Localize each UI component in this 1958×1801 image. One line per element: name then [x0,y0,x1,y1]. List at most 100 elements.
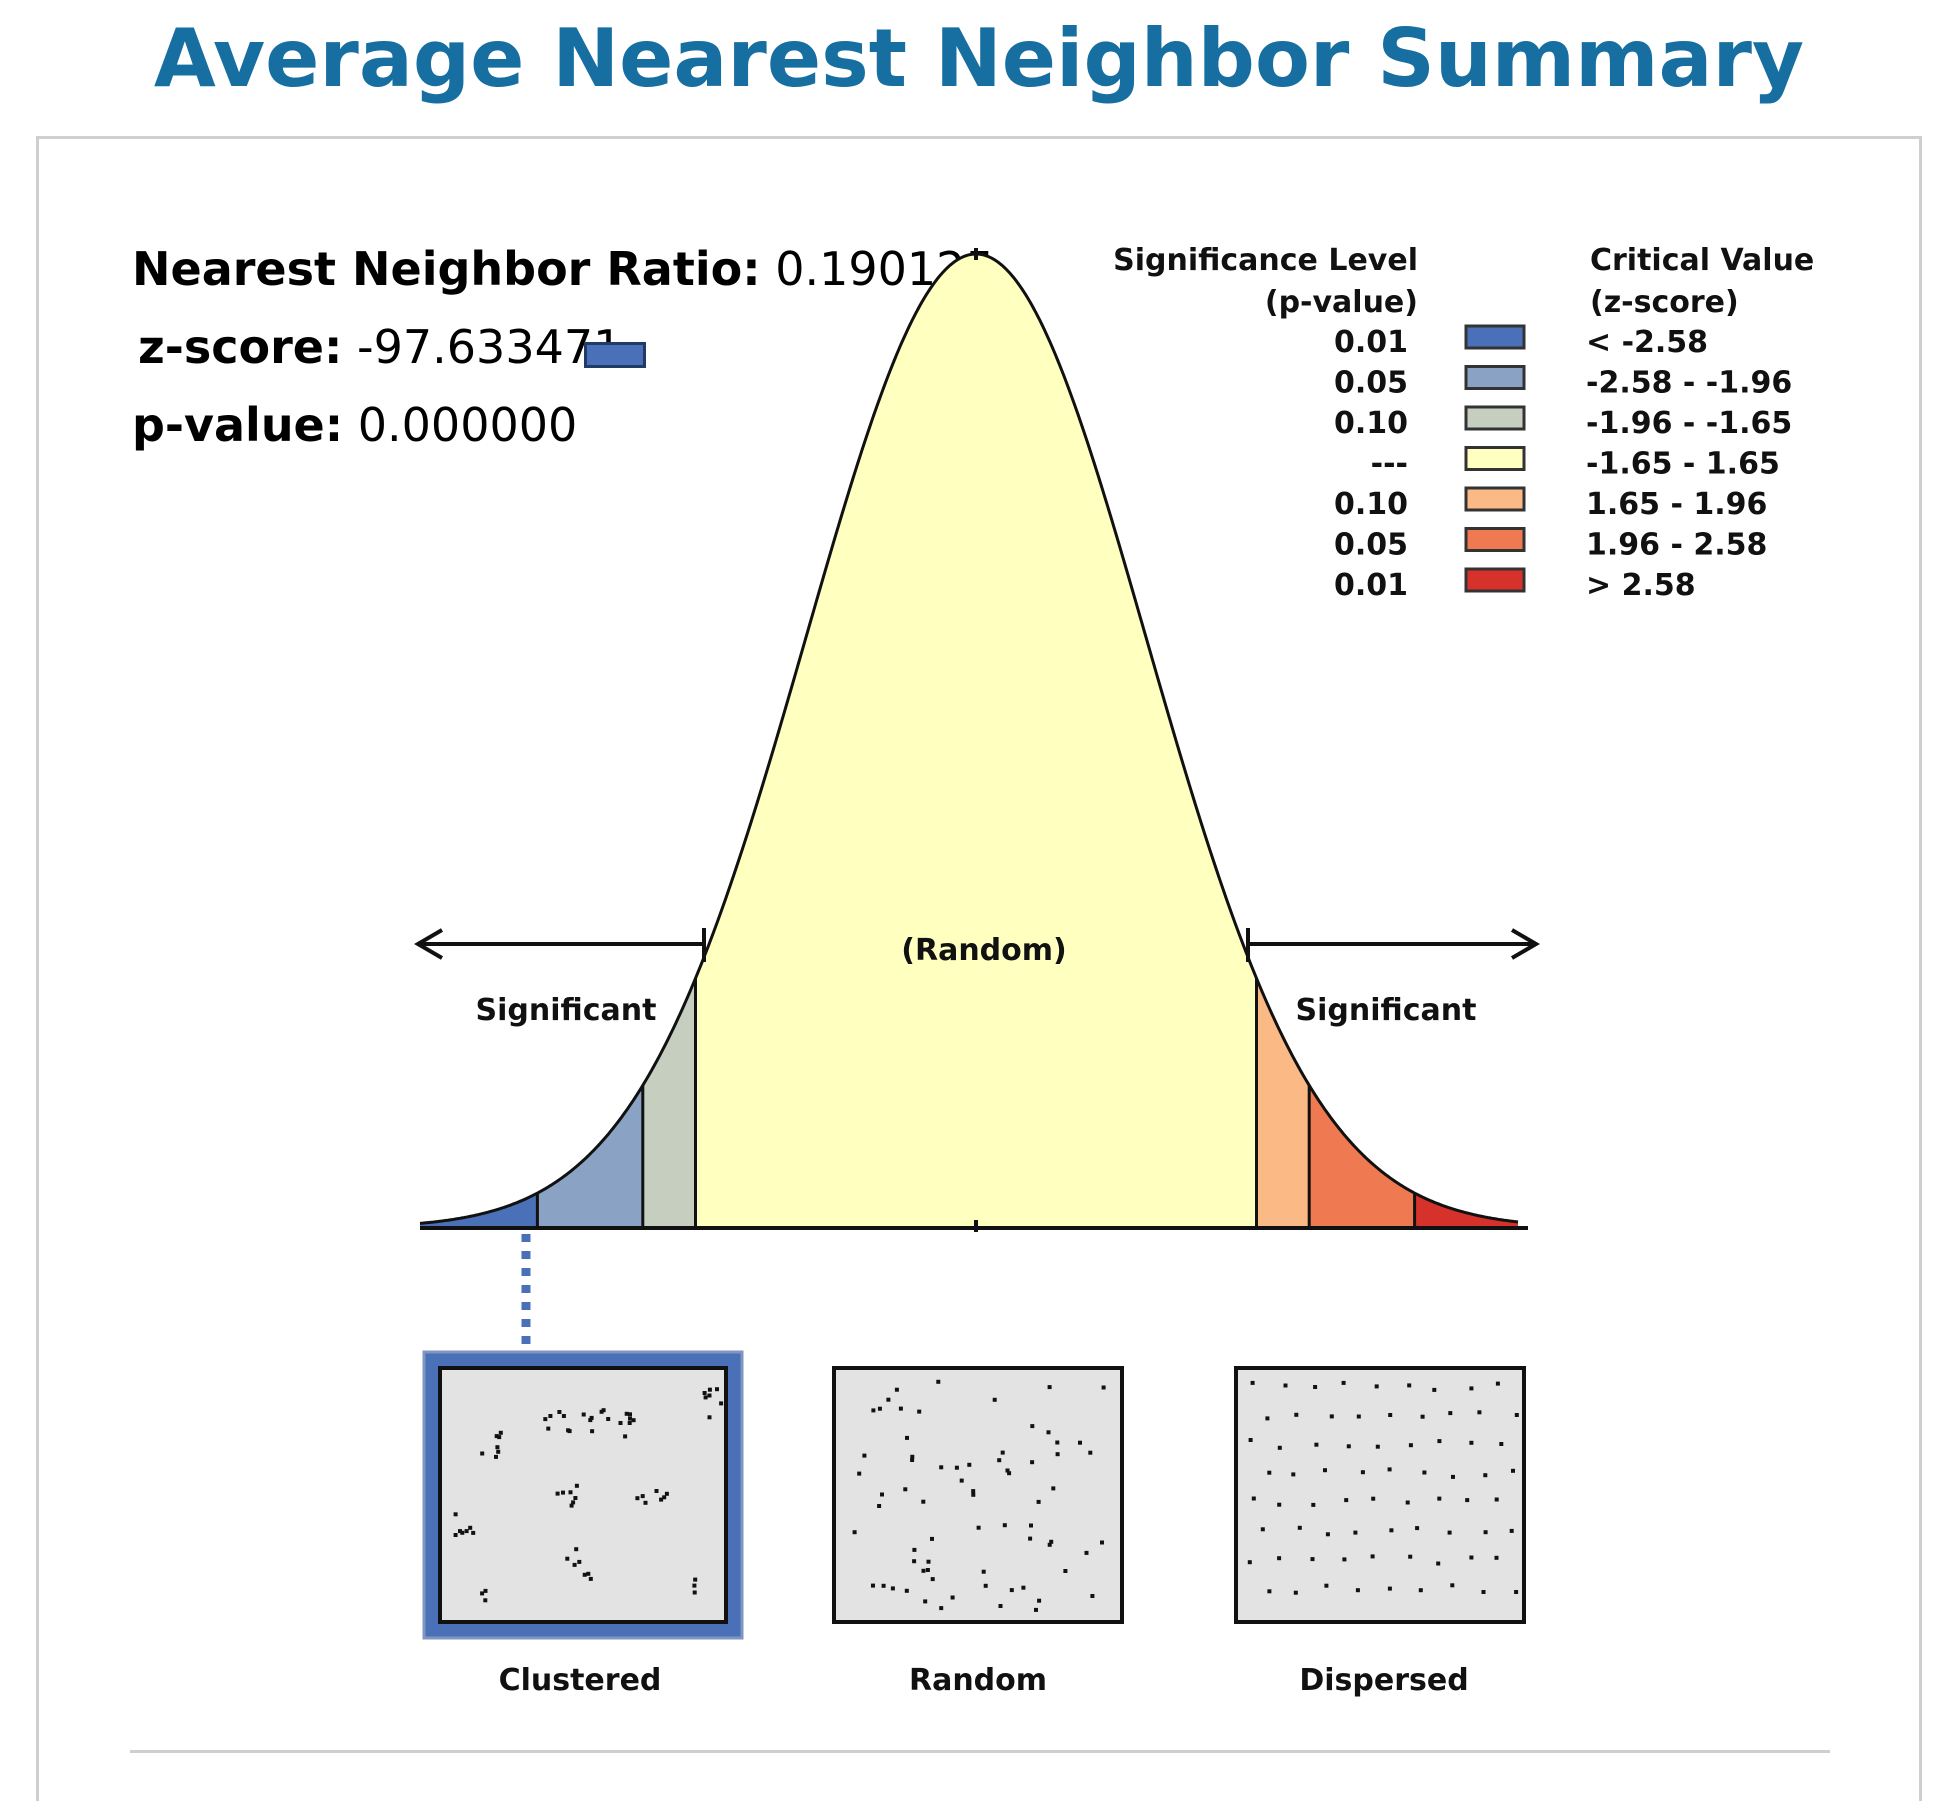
point-dot [1277,1556,1282,1561]
point-dot [1297,1525,1302,1530]
point-dot [1084,1550,1089,1555]
point-dot [1314,1442,1319,1447]
point-dot [468,1525,473,1530]
point-dot [483,1588,488,1593]
point-dot [497,1435,502,1440]
legend-p-value: 0.10 [1334,406,1408,441]
point-dot [1448,1411,1453,1416]
point-dot [548,1414,553,1418]
point-dot [930,1577,935,1582]
point-dot [703,1395,708,1400]
point-dot [590,1429,595,1434]
point-dot [692,1590,697,1595]
point-dot [1405,1500,1410,1505]
point-dot [1029,1523,1033,1528]
point-dot [1477,1410,1482,1415]
point-dot [555,1491,560,1496]
z-score-value: -97.633471 [357,320,623,374]
point-dot [1341,1380,1346,1385]
point-dot [1100,1540,1104,1545]
point-dot [1450,1583,1455,1588]
point-dot [1451,1474,1455,1479]
point-dot [1260,1527,1265,1532]
point-dot [586,1571,591,1576]
point-dot [1267,1470,1272,1475]
point-dot [1007,1471,1012,1476]
point-dot [954,1465,959,1470]
p-value-label: p-value: [132,398,344,452]
point-dot [1432,1387,1437,1392]
point-dot [1514,1413,1519,1417]
point-dot [894,1387,899,1392]
point-dot [693,1577,698,1582]
legend-p-value: 0.10 [1334,487,1408,522]
point-dot [588,1576,593,1581]
point-dot [618,1421,623,1425]
curve-outline [419,252,1519,1225]
point-dot [589,1415,594,1420]
point-dot [1353,1530,1358,1535]
point-dot [880,1492,884,1497]
point-dot [1311,1502,1316,1507]
legend-swatch [1464,324,1526,350]
point-dot [568,1490,573,1495]
point-dot [635,1496,640,1501]
point-dot [1047,1542,1052,1547]
point-dot [606,1417,611,1421]
point-dot [1090,1594,1095,1598]
bottom-divider [130,1750,1830,1753]
point-dot [930,1536,934,1541]
region-random [695,254,1257,1228]
point-dot [1465,1498,1470,1503]
pattern-clustered: Clustered [422,1350,744,1698]
point-dot [950,1595,955,1600]
legend-crit-header-1: Critical Value [1590,243,1814,278]
point-dot [967,1462,972,1467]
point-dot [910,1454,915,1459]
point-dot [624,1411,629,1416]
point-dot [483,1598,488,1603]
legend-sig-header-1: Significance Level [1113,243,1418,278]
point-dot [1495,1381,1500,1386]
point-dot [498,1430,503,1435]
point-dot [1342,1557,1347,1562]
point-dot [871,1583,875,1588]
point-dot [561,1414,566,1418]
point-dot [904,1588,909,1593]
point-dot [1047,1385,1052,1390]
point-dot [939,1465,944,1470]
point-dot [702,1391,707,1395]
point-dot [1447,1530,1452,1535]
point-dot [453,1512,458,1517]
point-dot [905,1435,909,1440]
point-dot [1277,1445,1282,1450]
p-value-row: p-value: 0.000000 [132,398,577,452]
point-dot [581,1412,586,1417]
point-dot [1370,1554,1375,1559]
dispersed-label: Dispersed [1299,1663,1468,1698]
point-dot [569,1503,574,1508]
point-dot [654,1489,659,1493]
point-dot [1265,1416,1270,1421]
point-dot [1437,1496,1442,1501]
point-dot [543,1417,548,1422]
point-dot [599,1409,604,1414]
point-dot [976,1525,981,1530]
legend-z-range: > 2.58 [1586,568,1696,603]
legend-p-value: --- [1371,447,1408,482]
point-dot [871,1408,876,1413]
clustered-panel [438,1366,728,1624]
significant-right-label: Significant [1296,993,1477,1028]
point-dot [1469,1555,1474,1560]
region-165-196 [1256,978,1310,1228]
point-dot [903,1487,908,1492]
z-score-label: z-score: [138,320,343,374]
point-dot [453,1533,458,1537]
point-dot [460,1530,465,1535]
point-dot [1509,1528,1514,1533]
point-dot [1028,1536,1033,1541]
point-dot [588,1418,593,1423]
point-dot [574,1483,579,1488]
point-dot [1437,1439,1442,1444]
